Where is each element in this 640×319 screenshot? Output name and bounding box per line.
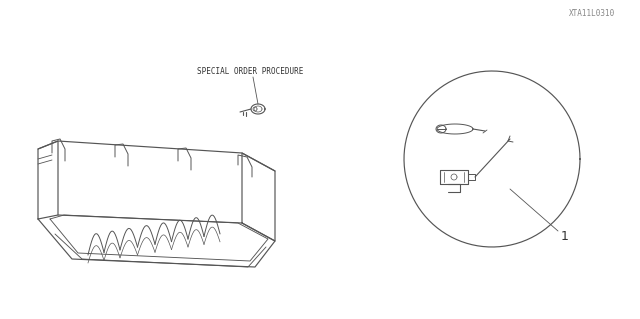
Text: XTA11L0310: XTA11L0310 [569,10,615,19]
Text: 1: 1 [561,231,569,243]
Text: SPECIAL ORDER PROCEDURE: SPECIAL ORDER PROCEDURE [197,66,303,76]
